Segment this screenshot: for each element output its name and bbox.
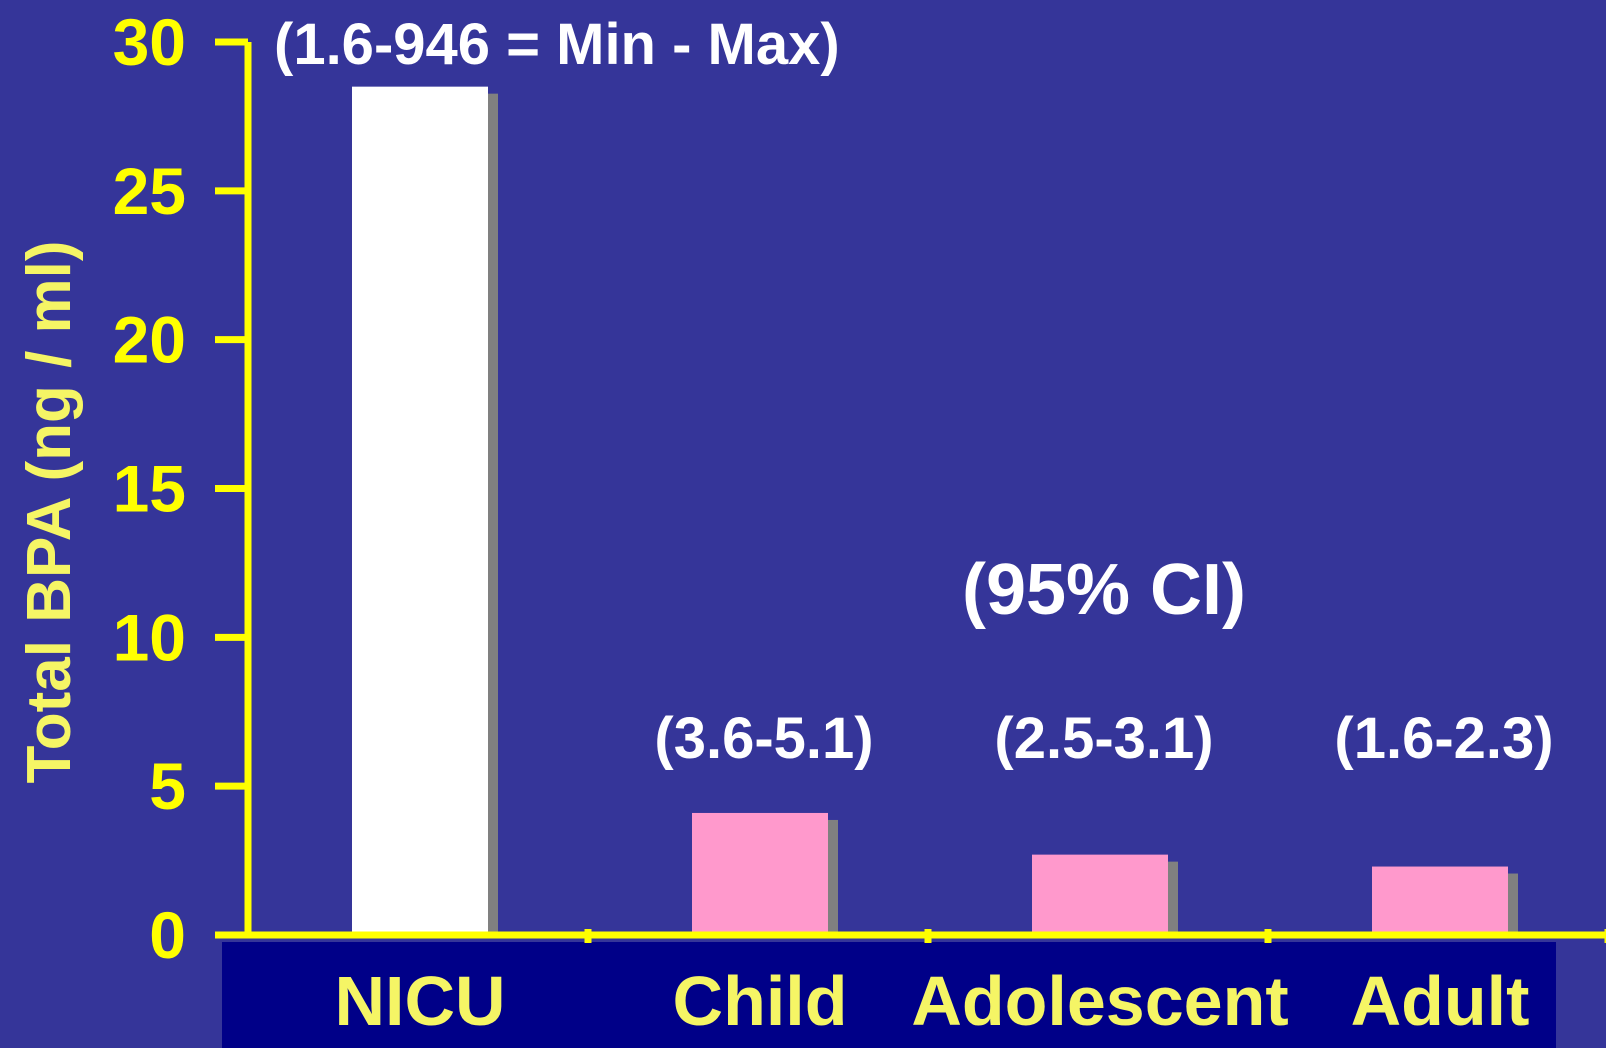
y-tick-label: 25 [113, 154, 186, 228]
labels-group: 0 5 10 15 20 25 30 Total BPA (ng / ml) NICU Child… [15, 5, 1554, 1040]
y-axis-title: Total BPA (ng / ml) [15, 240, 84, 783]
category-label-adolescent: Adolescent [911, 962, 1288, 1040]
y-tick-label: 5 [149, 749, 186, 823]
bar-annotation: (1.6-946 = Min - Max) [274, 12, 840, 77]
bar-adolescent [1032, 854, 1168, 935]
bar-annotation: (1.6-2.3) [1334, 706, 1553, 771]
bar-nicu [352, 86, 488, 935]
axes-group [215, 38, 1606, 943]
category-label-adult: Adult [1351, 962, 1530, 1040]
y-tick-label: 30 [113, 5, 186, 79]
y-tick-label: 20 [113, 303, 186, 377]
ci-annotation-title: (95% CI) [962, 550, 1246, 630]
y-tick-label: 10 [113, 600, 186, 674]
y-tick-label: 15 [113, 452, 186, 526]
category-label-child: Child [673, 962, 848, 1040]
bar-annotation: (2.5-3.1) [994, 706, 1213, 771]
category-label-nicu: NICU [334, 962, 505, 1040]
bar-adult [1372, 866, 1508, 935]
bar-child [692, 812, 828, 935]
bar-annotation: (3.6-5.1) [654, 706, 873, 771]
category-band [222, 942, 1556, 1048]
bars-group [352, 86, 1518, 935]
y-tick-label: 0 [149, 898, 186, 972]
